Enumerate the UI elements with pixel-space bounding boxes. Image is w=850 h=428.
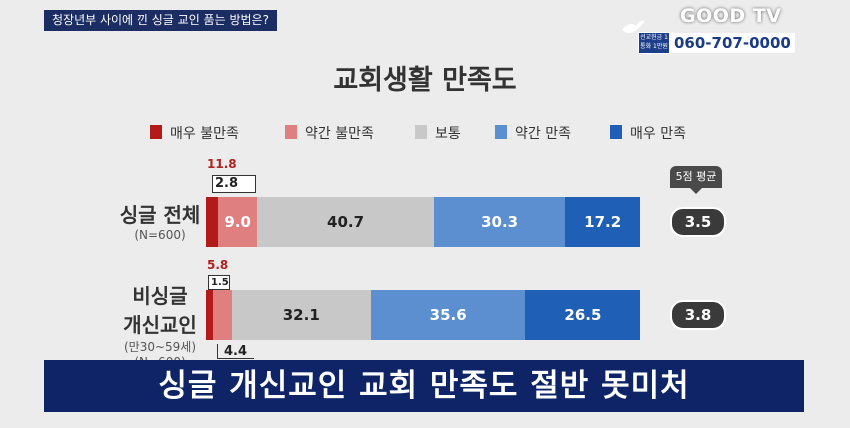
average-score-badge: 3.8 <box>670 300 726 330</box>
legend-label: 매우 불만족 <box>170 126 239 142</box>
legend-label: 매우 만족 <box>630 126 686 142</box>
news-caption: 싱글 개신교인 교회 만족도 절반 못미처 <box>44 360 804 412</box>
broadcaster-logo: GOOD TV 선교헌금 1통화 1만원 060-707-0000 <box>618 4 798 54</box>
category-subtitle: (만30~59세) <box>123 340 197 354</box>
topic-banner: 청장년부 사이에 낀 싱글 교인 품는 방법은? <box>44 10 277 31</box>
data-label: 35.6 <box>429 306 467 324</box>
average-score-badge: 3.5 <box>670 207 726 237</box>
small-value-callout: 4.4 <box>217 344 254 359</box>
legend-swatch <box>415 125 427 139</box>
chart-title: 교회생활 만족도 <box>333 65 517 96</box>
donation-badge: 선교헌금 1통화 1만원 <box>638 32 670 54</box>
legend-swatch <box>150 125 162 139</box>
bar-segment <box>525 290 641 340</box>
data-label: 32.1 <box>282 306 320 324</box>
bar-segment <box>206 197 219 247</box>
bar-segment <box>231 290 371 340</box>
legend-label: 약간 불만족 <box>305 126 374 142</box>
data-label: 40.7 <box>327 213 365 231</box>
small-value-callout: 1.5 <box>208 275 230 290</box>
bar-segment <box>433 197 566 247</box>
bar-segment <box>257 197 434 247</box>
brand-name: GOOD TV <box>680 5 782 27</box>
dove-icon <box>622 20 645 33</box>
data-label: 17.2 <box>584 213 622 231</box>
legend-swatch <box>495 125 507 139</box>
bar-segment <box>212 290 232 340</box>
category-subtitle: (N=600) <box>134 228 186 242</box>
data-label: 9.0 <box>224 213 251 231</box>
category-name: 개신교인 <box>123 313 197 337</box>
legend-label: 보통 <box>435 126 461 142</box>
small-value-callout: 2.8 <box>212 175 256 193</box>
bar-segment <box>206 290 213 340</box>
bar-segment <box>565 197 640 247</box>
phone-number: 060-707-0000 <box>670 33 795 53</box>
category-name: 싱글 전체 <box>119 203 201 227</box>
category-name: 비싱글 <box>132 284 188 308</box>
legend-swatch <box>610 125 622 139</box>
legend-label: 약간 만족 <box>515 126 571 142</box>
bar-segment <box>370 290 526 340</box>
data-label: 30.3 <box>481 213 519 231</box>
bar-segment <box>218 197 258 247</box>
dissatisfied-total-label: 5.8 <box>207 258 229 272</box>
legend-swatch <box>285 125 297 139</box>
category-label: 싱글 전체 (N=600) <box>60 199 260 242</box>
data-label: 26.5 <box>564 306 602 324</box>
dissatisfied-total-label: 11.8 <box>207 157 237 171</box>
average-header: 5점 평균 <box>670 166 722 194</box>
